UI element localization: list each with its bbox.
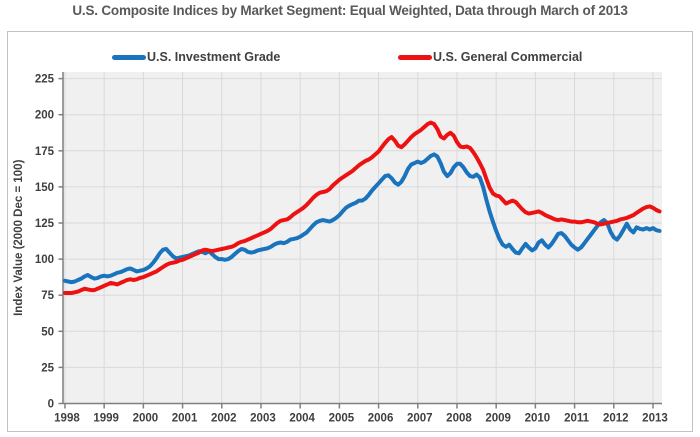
x-tick-label: 2001 <box>172 413 198 425</box>
x-tick-label: 2004 <box>289 413 315 425</box>
x-tick-label: 2011 <box>564 413 590 425</box>
y-tick-label: 100 <box>35 254 54 266</box>
gridlines <box>63 72 662 404</box>
x-tick-label: 2003 <box>250 413 276 425</box>
axes <box>58 72 662 409</box>
x-tick-label: 2006 <box>368 413 394 425</box>
x-tick-label: 2000 <box>133 413 159 425</box>
y-tick-label: 175 <box>35 146 55 158</box>
series-line-investment-grade <box>63 152 662 285</box>
x-tick-label: 2013 <box>642 413 668 425</box>
y-tick-label: 75 <box>41 290 54 302</box>
plot-area <box>63 72 662 404</box>
series-line-general-commercial <box>63 120 662 295</box>
x-tick-label: 2012 <box>603 413 629 425</box>
x-tick-label: 2002 <box>211 413 237 425</box>
tick-labels: 0 25 50 75 100 125 150 175 200 225 1998 1999 2000 200… <box>35 74 668 425</box>
x-tick-label: 1998 <box>54 413 80 425</box>
x-tick-label: 2008 <box>446 413 472 425</box>
x-tick-label: 2009 <box>485 413 511 425</box>
y-tick-label: 125 <box>35 218 55 230</box>
legend-entry-investment-grade: U.S. Investment Grade <box>112 50 280 64</box>
y-tick-label: 25 <box>41 362 54 374</box>
x-tick-label: 2010 <box>525 413 551 425</box>
y-tick-label: 225 <box>35 74 55 86</box>
x-tick-label: 1999 <box>93 413 119 425</box>
x-tick-label: 2005 <box>329 413 355 425</box>
legend-label-general-commercial: U.S. General Commercial <box>433 50 583 64</box>
x-tick-label: 2007 <box>407 413 433 425</box>
y-tick-label: 0 <box>48 399 54 411</box>
chart-title: U.S. Composite Indices by Market Segment… <box>72 3 628 18</box>
y-tick-label: 150 <box>35 182 54 194</box>
y-tick-label: 200 <box>35 110 54 122</box>
legend-swatch-red-line-icon <box>398 54 432 60</box>
legend-swatch-blue-line-icon <box>112 54 146 60</box>
legend-entry-general-commercial: U.S. General Commercial <box>398 50 582 64</box>
legend-label-investment-grade: U.S. Investment Grade <box>147 50 281 64</box>
y-tick-label: 50 <box>41 326 54 338</box>
y-axis-title: Index Value (2000 Dec = 100) <box>13 159 25 315</box>
